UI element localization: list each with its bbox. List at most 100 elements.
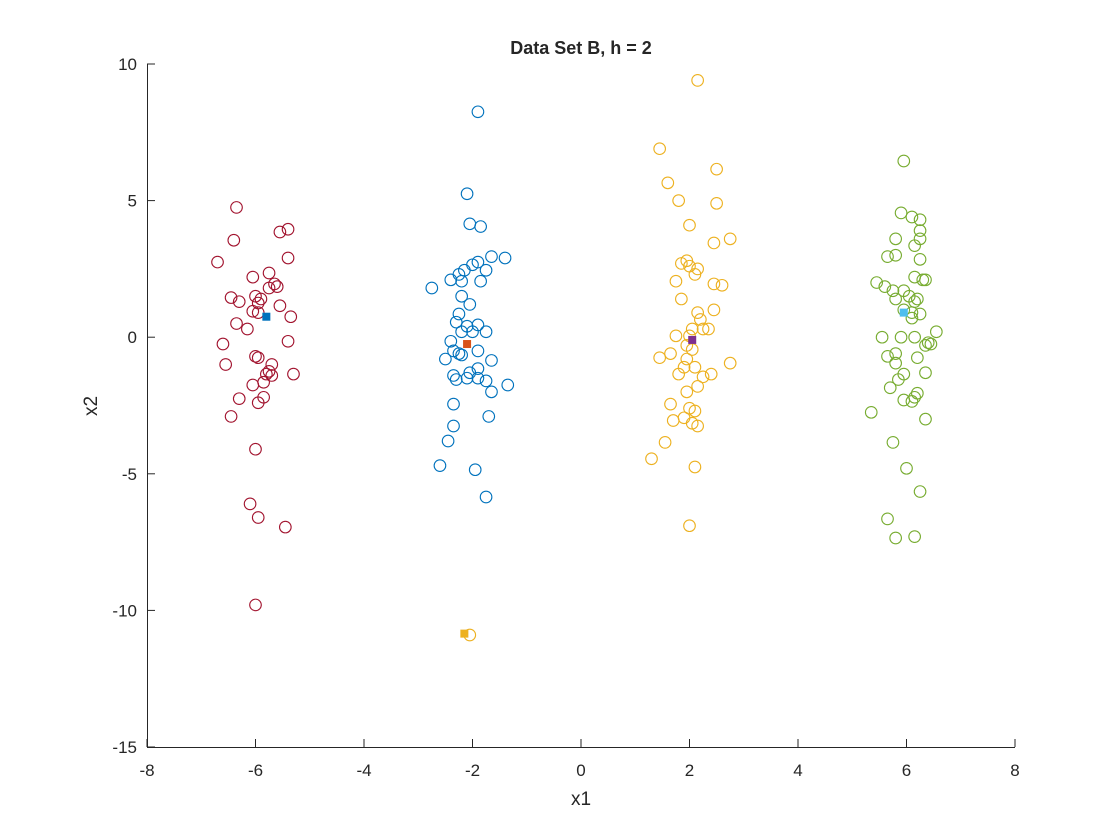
data-point <box>916 273 930 287</box>
data-point <box>675 257 688 270</box>
data-marks <box>211 74 943 642</box>
data-point <box>251 396 265 410</box>
data-point <box>468 463 482 477</box>
data-point <box>661 176 675 190</box>
data-point <box>704 367 718 381</box>
data-point <box>265 369 279 382</box>
data-point <box>669 274 683 288</box>
data-point <box>658 436 672 449</box>
data-point <box>249 349 262 363</box>
data-point <box>715 278 729 292</box>
data-point <box>894 330 908 344</box>
data-point <box>919 273 932 287</box>
axes <box>147 64 1015 748</box>
data-point <box>919 412 932 426</box>
data-point <box>455 325 469 339</box>
data-point <box>479 374 493 388</box>
data-point <box>696 370 710 384</box>
data-point <box>265 358 279 371</box>
data-point <box>897 393 911 407</box>
data-point <box>889 292 903 306</box>
data-point <box>466 325 479 339</box>
data-point <box>224 291 238 304</box>
data-point <box>241 322 254 336</box>
data-point <box>919 339 932 352</box>
data-point <box>908 530 921 543</box>
data-point <box>249 442 262 456</box>
data-point <box>449 373 463 386</box>
data-point <box>246 378 260 392</box>
data-point <box>452 307 466 321</box>
data-point <box>910 292 924 306</box>
y-tick-label: 10 <box>118 55 137 74</box>
data-point <box>249 598 262 612</box>
data-point <box>262 266 276 280</box>
data-point <box>691 419 704 433</box>
data-point <box>485 250 498 263</box>
data-point <box>710 162 723 176</box>
x-tick-label: 8 <box>1010 761 1019 780</box>
data-point <box>444 334 458 348</box>
data-point <box>471 371 485 385</box>
data-point <box>910 351 924 365</box>
x-tick-label: -2 <box>465 761 480 780</box>
data-point <box>254 292 268 306</box>
data-point <box>683 519 696 533</box>
data-point <box>666 414 680 427</box>
data-point <box>913 485 927 498</box>
data-point <box>485 354 498 367</box>
data-point <box>447 419 460 433</box>
data-point <box>270 280 284 294</box>
data-point <box>881 512 894 526</box>
x-axis-label: x1 <box>571 789 591 810</box>
data-point <box>471 362 485 375</box>
data-point <box>262 365 276 378</box>
data-point <box>444 273 458 287</box>
data-point <box>905 210 919 224</box>
data-point <box>889 347 903 360</box>
data-point <box>447 369 460 382</box>
data-point <box>664 347 677 360</box>
data-point <box>913 307 927 321</box>
cluster-center-marker <box>688 335 697 344</box>
cluster-centers <box>262 308 908 638</box>
series-4 <box>864 154 943 545</box>
data-point <box>680 352 694 366</box>
data-point <box>211 255 224 269</box>
data-point <box>246 270 260 284</box>
y-axis-label: x2 <box>81 396 102 416</box>
data-point <box>908 239 921 253</box>
data-point <box>460 187 474 201</box>
data-point <box>281 251 295 265</box>
data-point <box>864 405 878 419</box>
data-point <box>702 322 715 336</box>
data-point <box>425 281 439 295</box>
series-2 <box>425 105 515 504</box>
cluster-center-marker <box>460 629 469 638</box>
data-point <box>881 349 894 363</box>
series-3 <box>463 74 737 642</box>
data-point <box>482 410 496 423</box>
data-point <box>230 317 243 330</box>
y-tick-label: 5 <box>128 192 137 211</box>
data-point <box>455 348 469 362</box>
data-point <box>653 142 667 156</box>
data-point <box>232 392 246 406</box>
x-tick-label: -4 <box>356 761 371 780</box>
data-point <box>696 322 710 336</box>
data-point <box>479 263 493 277</box>
data-point <box>688 404 702 418</box>
data-point <box>460 371 474 385</box>
ticks: -8 -6 -4 -2 0 2 4 6 8 -15 -10 -5 0 5 10 <box>112 55 1019 780</box>
data-point <box>439 352 452 366</box>
data-point <box>463 298 477 311</box>
data-point <box>251 306 265 319</box>
data-point <box>474 220 487 233</box>
data-point <box>230 201 243 214</box>
x-tick-label: 4 <box>793 761 802 780</box>
y-tick-label: -10 <box>112 601 137 620</box>
chart-title: Data Set B, h = 2 <box>510 38 652 58</box>
y-tick-label: 0 <box>128 328 137 347</box>
data-point <box>924 337 938 351</box>
data-point <box>251 351 265 365</box>
